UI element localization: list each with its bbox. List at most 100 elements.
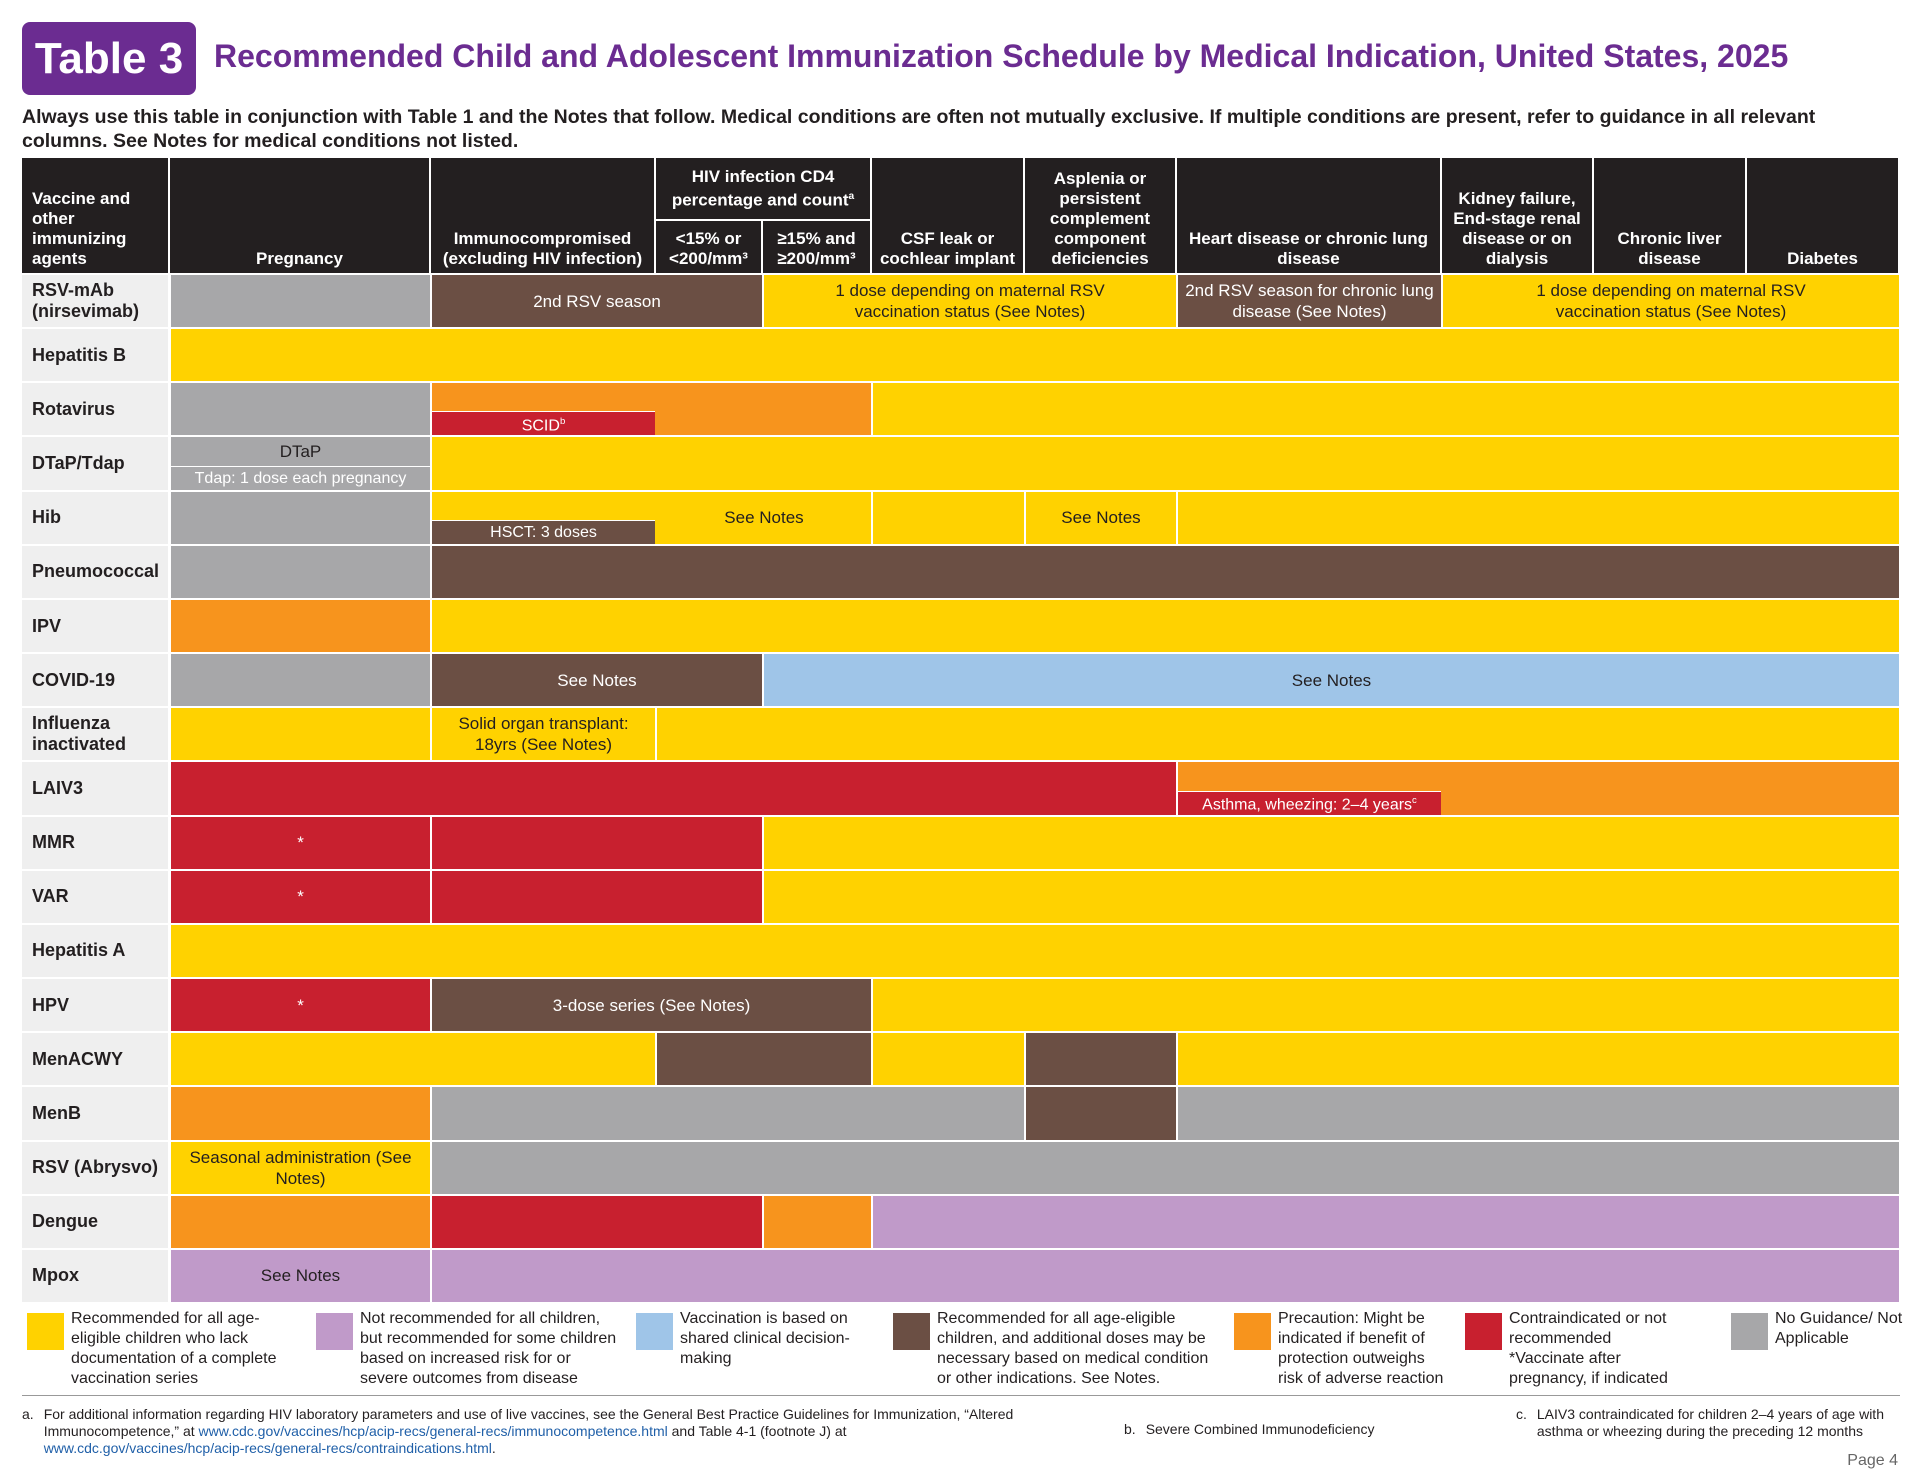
cell-label-text: See Notes — [557, 670, 637, 690]
cell-label-text: 1 dose depending on maternal RSV vaccina… — [1536, 281, 1806, 322]
row-label: COVID-19 — [22, 654, 168, 707]
header-cell: CSF leak or cochlear implant — [872, 158, 1023, 273]
cell-label-text: Solid organ transplant: 18yrs (See Notes… — [458, 714, 629, 755]
cell-label: See Notes — [261, 1265, 340, 1286]
cell — [1178, 1087, 1899, 1140]
row-label: Pneumococcal — [22, 545, 168, 598]
cell — [873, 979, 1899, 1032]
legend-swatch — [636, 1313, 673, 1350]
cell — [432, 708, 655, 761]
cell — [171, 275, 430, 328]
cell — [1026, 491, 1176, 544]
cell — [432, 979, 871, 1032]
cell — [171, 545, 430, 598]
footnote-mark: a — [848, 190, 855, 202]
cell-bar: Asthma, wheezing: 2–4 yearsc — [1178, 790, 1441, 815]
cell — [171, 491, 430, 544]
link[interactable]: www.cdc.gov/vaccines/hcp/acip-recs/gener… — [43, 1440, 492, 1456]
header-cell: Kidney failure, End-stage renal disease … — [1442, 158, 1592, 273]
cell — [171, 979, 430, 1032]
footnote-text: LAIV3 contraindicated for children 2–4 y… — [1537, 1406, 1896, 1440]
cell — [432, 1141, 1899, 1194]
cell — [1178, 1033, 1899, 1086]
cell-text: 2nd RSV season for chronic lung disease … — [1183, 274, 1436, 328]
cell-label-text: Seasonal administration (See Notes) — [189, 1147, 412, 1188]
bar-label-text: SCID — [521, 417, 560, 435]
cell-bar: SCIDb — [432, 411, 655, 436]
link[interactable]: www.cdc.gov/vaccines/hcp/acip-recs/gener… — [198, 1423, 668, 1439]
header-cell: Immunocompromised (excluding HIV infecti… — [431, 158, 654, 273]
cell-text: * — [176, 816, 425, 870]
cell — [171, 1087, 430, 1140]
cell-text: 1 dose depending on maternal RSV vaccina… — [1448, 274, 1894, 328]
row-label: VAR — [22, 870, 168, 923]
cell — [432, 870, 762, 923]
cell — [432, 1249, 1899, 1302]
cell-label: 1 dose depending on maternal RSV vaccina… — [820, 280, 1120, 322]
cell-text: DTaP — [176, 436, 425, 466]
legend-swatch — [316, 1313, 353, 1350]
legend-text: Recommended for all age-eligible childre… — [937, 1310, 1209, 1387]
cell — [171, 1033, 655, 1086]
cell — [764, 870, 1899, 923]
cell-label: 2nd RSV season for chronic lung disease … — [1183, 280, 1436, 322]
cell-label-text: DTaP — [279, 442, 322, 462]
cell-label-text: See Notes — [1061, 508, 1141, 528]
header-cell: Vaccine and other immunizing agents — [22, 158, 168, 273]
cell-text: Solid organ transplant: 18yrs (See Notes… — [437, 707, 650, 761]
cell-label-text: * — [297, 995, 304, 1015]
cell — [873, 383, 1899, 436]
cell — [171, 816, 430, 869]
cell-label-text: * — [297, 887, 304, 907]
cell — [432, 275, 762, 328]
cell-text: See Notes — [437, 653, 757, 707]
cell-text: * — [176, 870, 425, 924]
footnote-mark: c. — [1516, 1406, 1527, 1422]
cell-text: * — [176, 978, 425, 1032]
cell — [1026, 1087, 1176, 1140]
header-group-label: HIV infection CD4 percentage and counta — [662, 167, 864, 211]
cell — [657, 1033, 871, 1086]
footnote: a. For additional information regarding H… — [22, 1406, 1022, 1457]
legend-swatch — [1731, 1313, 1768, 1350]
header-cell: ≥15% and ≥200/mm³ — [763, 221, 870, 273]
cell-text: 1 dose depending on maternal RSV vaccina… — [769, 274, 1171, 328]
header-group-text: HIV infection CD4 percentage and count — [671, 166, 849, 210]
cell — [432, 654, 762, 707]
legend-swatch — [1465, 1313, 1502, 1350]
cell-bar: Tdap: 1 dose each pregnancy — [171, 465, 430, 490]
cell — [873, 1033, 1024, 1086]
cell — [171, 1249, 430, 1302]
cell — [873, 491, 1024, 544]
cell-label-text: 1 dose depending on maternal RSV vaccina… — [835, 281, 1105, 322]
footnote-mark: b. — [1124, 1421, 1136, 1437]
cell — [873, 1195, 1899, 1248]
cell-label: See Notes — [1061, 507, 1140, 528]
cell-label: 2nd RSV season — [533, 291, 661, 312]
cell — [171, 762, 1176, 815]
cell — [432, 1195, 762, 1248]
header-cell: Diabetes — [1747, 158, 1898, 273]
cell — [1178, 275, 1441, 328]
cell — [764, 816, 1899, 869]
cell — [1178, 491, 1899, 544]
cell-label-text: See Notes — [724, 508, 804, 528]
header-cell: Pregnancy — [170, 158, 429, 273]
cell-label-text: 3-dose series (See Notes) — [552, 995, 751, 1015]
row-label: RSV (Abrysvo) — [22, 1141, 168, 1194]
legend-text: Recommended for all age-eligible childre… — [71, 1310, 277, 1387]
cell-label-text: See Notes — [1291, 670, 1372, 690]
divider — [22, 1395, 1900, 1396]
legend-note: *Vaccinate after pregnancy, if indicated — [1509, 1350, 1668, 1387]
cell — [1026, 1033, 1176, 1086]
row-label: Influenza inactivated — [22, 708, 168, 761]
row-label: HPV — [22, 979, 168, 1032]
row-label: Hepatitis B — [22, 329, 168, 382]
cell — [171, 383, 430, 436]
legend-text: Contraindicated or not recommended — [1509, 1310, 1667, 1347]
row-label: MMR — [22, 816, 168, 869]
footnote-text: For additional information regarding HIV… — [44, 1406, 1022, 1457]
cell — [657, 708, 1899, 761]
cell — [171, 654, 430, 707]
